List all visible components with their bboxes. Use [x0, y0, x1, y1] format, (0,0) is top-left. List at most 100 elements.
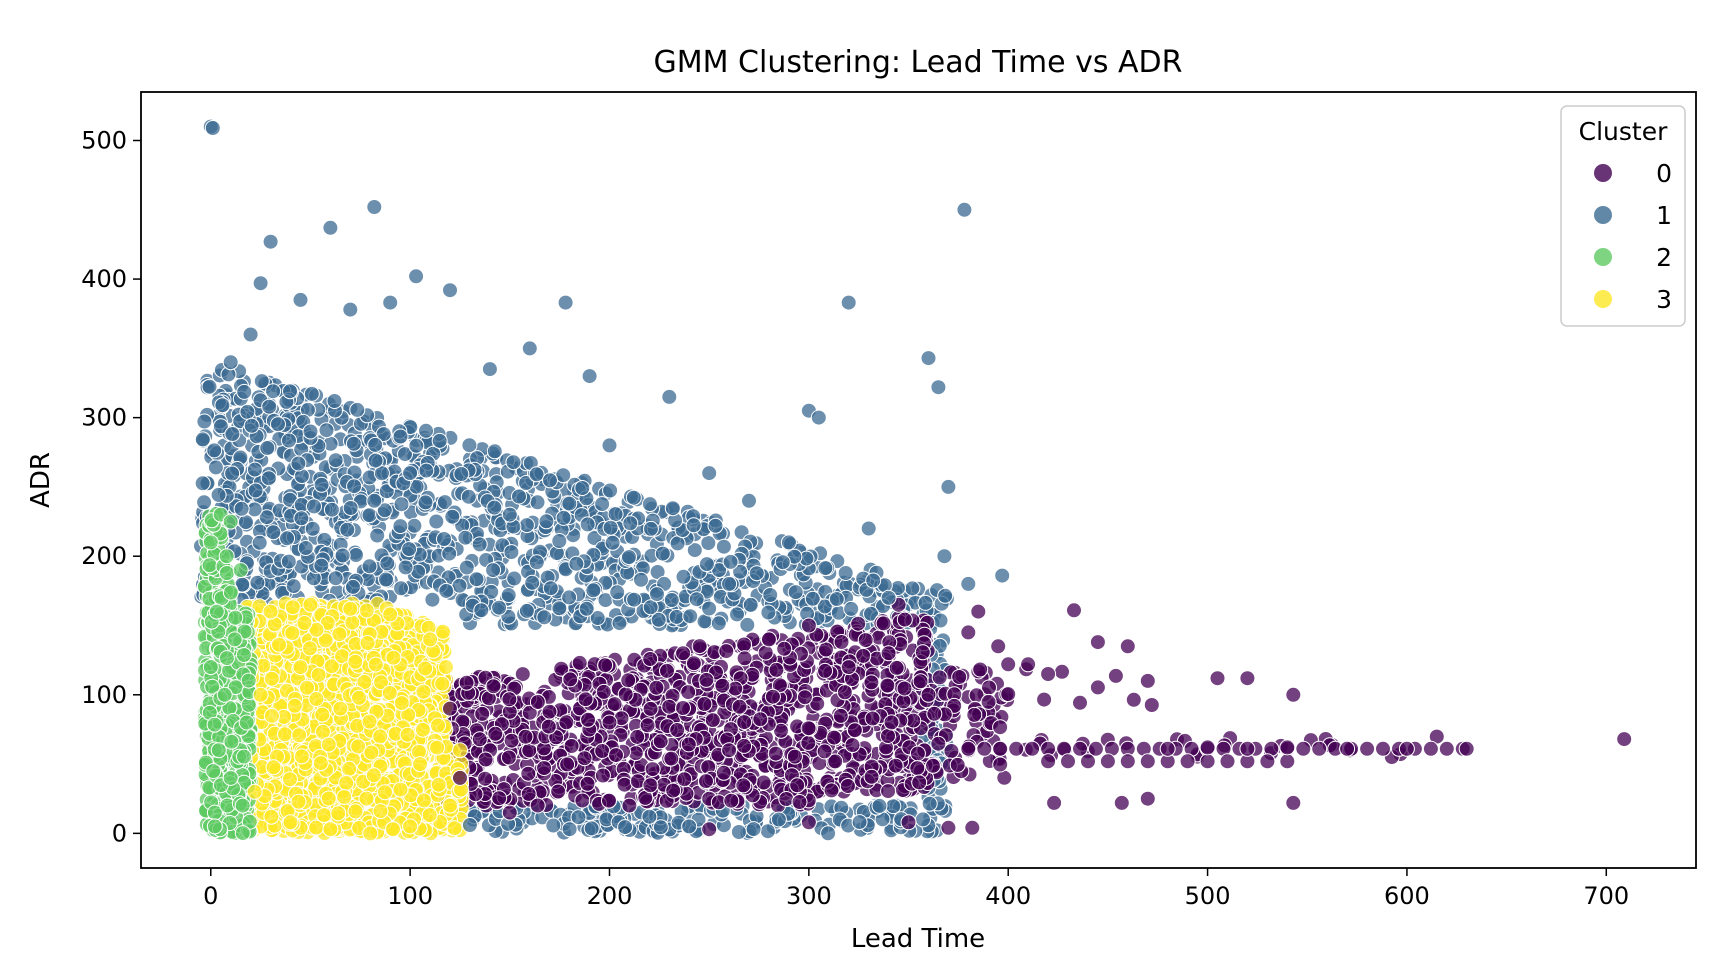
data-point-cluster-1: [579, 516, 596, 533]
data-point-cluster-0: [540, 718, 557, 735]
data-point-cluster-1: [201, 378, 218, 395]
data-point-cluster-0: [786, 748, 803, 765]
data-point-cluster-1: [297, 540, 314, 556]
data-point-cluster-1: [251, 534, 268, 551]
data-point-cluster-0: [846, 722, 863, 739]
data-point-cluster-0: [960, 740, 977, 757]
data-point-cluster-3: [392, 781, 409, 798]
data-point-cluster-3: [314, 706, 331, 723]
data-point-cluster-0: [577, 691, 594, 708]
data-point-cluster-3: [277, 726, 293, 743]
data-point-cluster-0: [1080, 753, 1096, 770]
data-point-cluster-3: [414, 721, 431, 738]
data-point-cluster-0: [1279, 753, 1296, 770]
data-point-cluster-0: [714, 677, 731, 694]
data-point-cluster-1: [622, 515, 639, 532]
data-point-cluster-0: [501, 691, 518, 708]
data-point-cluster-0: [912, 673, 929, 690]
data-point-cluster-1: [707, 517, 724, 534]
data-point-cluster-1: [393, 496, 410, 513]
data-point-cluster-1: [196, 413, 213, 430]
data-point-cluster-0: [992, 719, 1009, 736]
data-point-cluster-3: [316, 807, 333, 824]
data-point-cluster-0: [620, 672, 637, 689]
data-point-cluster-1: [621, 549, 637, 566]
data-point-cluster-0: [574, 792, 591, 809]
data-point-cluster-0: [616, 776, 633, 793]
data-point-cluster-0: [580, 711, 596, 728]
data-point-cluster-1: [503, 544, 520, 561]
data-point-cluster-1: [236, 383, 253, 400]
data-point-cluster-1: [585, 582, 602, 599]
data-point-cluster-0: [562, 671, 579, 688]
data-point-cluster-1: [568, 555, 585, 572]
data-point-cluster-0: [880, 783, 897, 800]
data-point-cluster-0: [639, 717, 656, 734]
data-point-cluster-1: [194, 431, 211, 448]
data-point-cluster-1: [306, 498, 322, 515]
data-point-cluster-0: [778, 791, 795, 807]
data-point-cluster-0: [857, 632, 874, 649]
data-point-cluster-0: [1072, 694, 1088, 711]
data-point-cluster-0: [1259, 753, 1276, 770]
data-point-cluster-3: [421, 807, 438, 824]
data-point-cluster-0: [642, 777, 659, 794]
data-point-cluster-3: [271, 636, 287, 653]
data-point-cluster-1: [828, 591, 845, 608]
data-point-cluster-1: [406, 517, 423, 534]
data-point-cluster-0: [661, 698, 678, 715]
data-point-cluster-1: [261, 398, 278, 415]
data-point-cluster-1: [326, 393, 343, 409]
data-point-cluster-1: [506, 570, 523, 587]
data-point-cluster-0: [992, 740, 1009, 757]
data-point-cluster-3: [365, 767, 382, 784]
data-point-cluster-1: [607, 506, 624, 523]
data-point-cluster-0: [529, 694, 546, 710]
data-point-cluster-0: [800, 734, 817, 751]
data-point-cluster-0: [669, 722, 686, 738]
data-point-cluster-0: [757, 644, 774, 661]
data-point-cluster-3: [417, 660, 434, 677]
data-point-cluster-0: [723, 792, 740, 809]
data-point-cluster-3: [358, 790, 375, 807]
data-point-cluster-3: [430, 717, 446, 734]
data-point-cluster-1: [730, 824, 747, 840]
data-point-cluster-1: [529, 494, 546, 511]
data-point-cluster-0: [1107, 667, 1124, 684]
data-point-cluster-0: [949, 756, 966, 773]
data-point-cluster-0: [576, 750, 593, 767]
data-point-cluster-0: [980, 693, 997, 710]
data-point-cluster-1: [611, 615, 628, 632]
data-point-cluster-1: [518, 602, 535, 619]
data-point-cluster-1: [258, 509, 275, 526]
data-point-cluster-1: [366, 492, 383, 509]
data-point-cluster-1: [194, 475, 211, 492]
data-point-cluster-1: [505, 454, 522, 471]
data-point-cluster-0: [818, 641, 834, 658]
data-point-cluster-1: [561, 495, 578, 512]
data-point-cluster-0: [659, 662, 675, 679]
data-point-cluster-1: [932, 612, 949, 629]
data-point-cluster-0: [776, 640, 793, 657]
data-point-cluster-3: [358, 602, 375, 619]
data-point-cluster-1: [837, 565, 854, 581]
data-point-cluster-1: [397, 559, 414, 576]
data-point-cluster-0: [1179, 753, 1196, 770]
data-point-cluster-1: [820, 825, 837, 842]
data-point-cluster-1: [617, 819, 634, 836]
data-point-cluster-1: [313, 557, 330, 574]
data-point-cluster-0: [503, 732, 520, 749]
data-point-cluster-0: [715, 764, 732, 781]
data-point-cluster-1: [774, 554, 791, 571]
data-point-cluster-1: [334, 547, 351, 564]
data-point-cluster-3: [312, 755, 329, 772]
data-point-cluster-1: [260, 470, 277, 487]
data-point-cluster-1: [542, 580, 559, 597]
data-point-cluster-1: [528, 554, 545, 571]
data-point-cluster-1: [436, 531, 452, 547]
data-point-cluster-0: [864, 710, 881, 727]
data-point-cluster-0: [1199, 753, 1216, 770]
data-point-cluster-1: [641, 496, 658, 513]
data-point-cluster-1: [538, 513, 555, 530]
